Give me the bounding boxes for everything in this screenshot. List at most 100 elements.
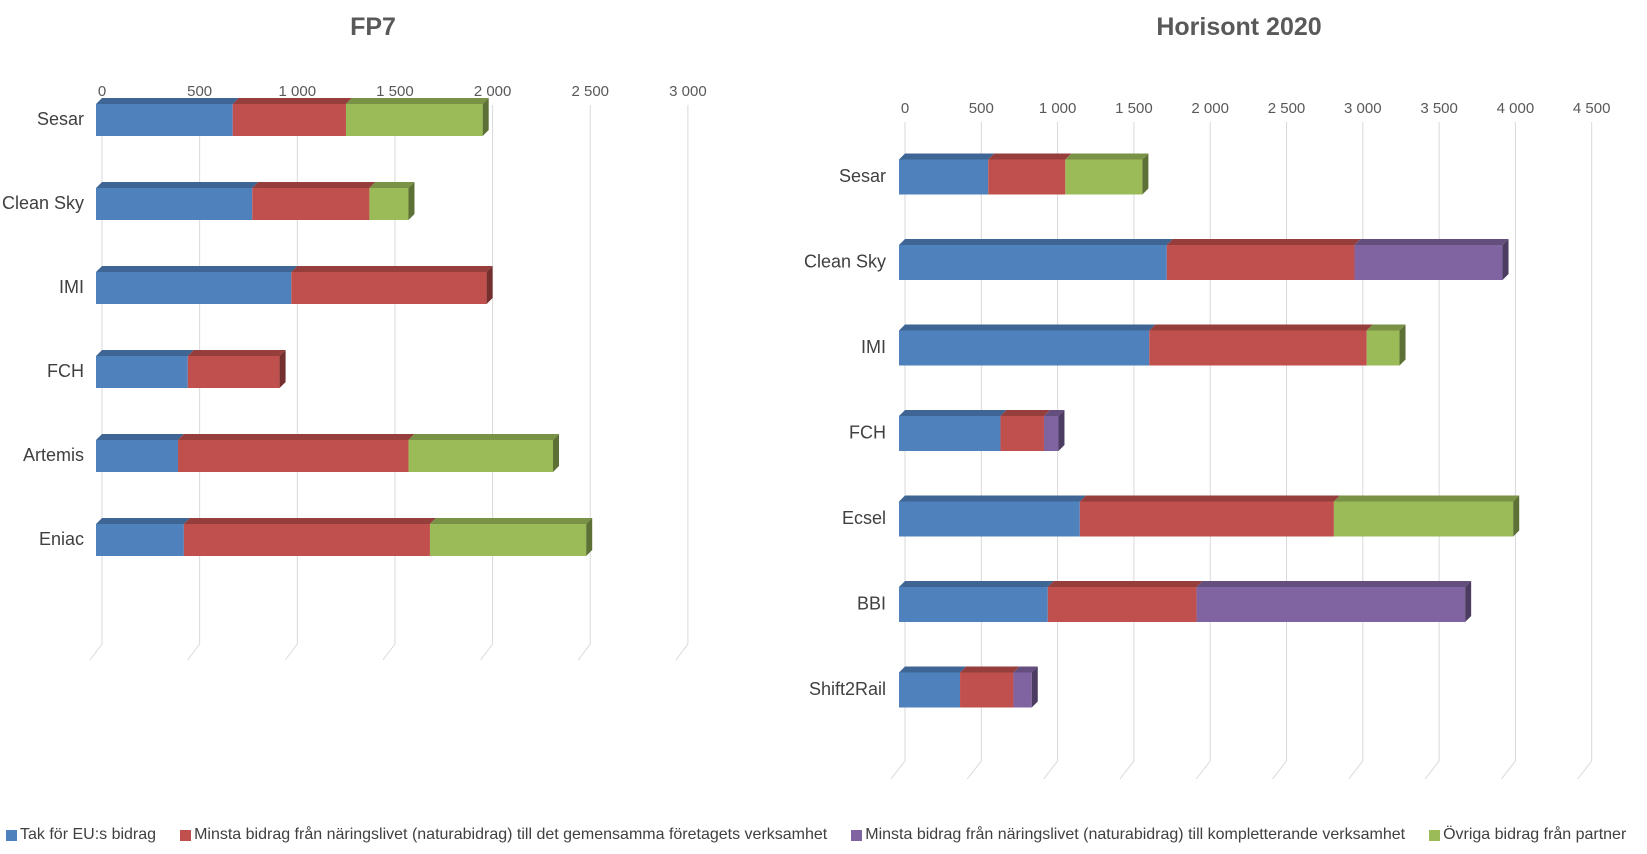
category-label: IMI	[861, 337, 886, 357]
bar-segment	[1013, 672, 1032, 708]
bar-segment-side	[482, 98, 489, 136]
bar-segment	[96, 104, 233, 136]
bar-segment-top	[178, 434, 415, 440]
bar-segment	[96, 440, 179, 472]
bar-segment-top	[1079, 495, 1340, 502]
bar-segment-side	[1502, 239, 1509, 280]
bar-segment	[899, 587, 1048, 622]
bar-segment	[899, 501, 1080, 537]
gridline-floor	[1424, 760, 1440, 780]
bar-segment	[899, 159, 989, 195]
bar-segment-top	[899, 410, 1007, 416]
bar-segment	[232, 104, 346, 136]
category-label: BBI	[857, 594, 886, 614]
bar-segment	[1000, 416, 1044, 451]
horisont-2020-chart: Horisont 2020 0 500 1 000 1 500 2 000 2 500 3 0…	[804, 13, 1611, 780]
category-label: Artemis	[23, 445, 84, 465]
gridline-floor	[1272, 760, 1287, 780]
x-tick-label: 2 500	[1268, 100, 1306, 117]
bar-segment-top	[408, 434, 560, 440]
legend-label: Minsta bidrag från näringslivet (naturab…	[865, 826, 1406, 843]
bar-segment	[96, 356, 188, 388]
bar-segment-top	[232, 98, 352, 104]
category-label: Shift2Rail	[809, 679, 886, 699]
gridline-floor	[577, 643, 591, 661]
bar-segment	[899, 245, 1167, 280]
category-label: IMI	[59, 277, 84, 297]
bar-segment	[1065, 159, 1143, 195]
x-tick-label: 500	[187, 83, 212, 100]
bar-segment	[899, 330, 1150, 366]
category-label: FCH	[849, 423, 886, 443]
legend-item: Tak för EU:s bidrag	[6, 826, 156, 844]
bar-segment-top	[1043, 410, 1065, 416]
bar-segment	[1196, 587, 1466, 622]
gridline-floor	[966, 760, 982, 780]
bar-segment-top	[291, 266, 493, 272]
x-tick-label: 2 000	[474, 83, 512, 100]
x-tick-label: 0	[98, 83, 106, 100]
bar-segment-side	[553, 434, 560, 472]
chart-title: FP7	[350, 13, 396, 41]
legend-label: Övriga bidrag från partner	[1443, 826, 1627, 843]
bar-segment	[1366, 330, 1400, 366]
bar-segment-top	[1333, 495, 1520, 502]
x-tick-label: 2 500	[571, 83, 609, 100]
bar-segment-side	[1513, 495, 1520, 537]
gridline-floor	[382, 643, 396, 661]
gridline-floor	[284, 643, 298, 661]
gridline-floor	[1577, 760, 1593, 780]
x-tick-label: 1 500	[1115, 100, 1153, 117]
bar-segment	[291, 272, 487, 304]
bar-segment	[1166, 245, 1355, 280]
gridline-floor	[890, 760, 906, 780]
bar-segment	[1047, 587, 1197, 622]
bar-segment	[1354, 245, 1503, 280]
category-label: Sesar	[37, 109, 84, 129]
bar-segment	[345, 104, 483, 136]
bar-segment-top	[899, 666, 967, 673]
bar-segment-top	[899, 239, 1173, 245]
bar-segment-side	[586, 518, 593, 556]
bar-segment-top	[369, 182, 415, 188]
legend-item: Övriga bidrag från partner	[1429, 826, 1626, 844]
x-tick-label: 1 000	[279, 83, 317, 100]
bar-segment	[178, 440, 409, 472]
bar-segment-top	[183, 518, 436, 524]
bar-segment	[96, 524, 184, 556]
bar-segment-top	[1000, 410, 1050, 416]
bar-segment-top	[899, 324, 1156, 331]
gridline-floor	[1501, 760, 1516, 780]
bar-segment-top	[96, 98, 239, 104]
chart-title: Horisont 2020	[1156, 13, 1321, 41]
gridline-floor	[1348, 760, 1364, 780]
bar-segment	[1043, 416, 1059, 451]
bar-segment	[899, 672, 961, 708]
bar-segment	[252, 188, 370, 220]
bar-segment-top	[899, 495, 1086, 502]
bar-segment-top	[1065, 153, 1149, 160]
bar-segment-top	[187, 350, 286, 356]
bar-segment	[408, 440, 554, 472]
bar-segment-side	[279, 350, 286, 388]
bar-segment-top	[96, 266, 298, 272]
gridline-floor	[1043, 760, 1058, 780]
x-tick-label: 3 000	[669, 83, 707, 100]
x-tick-label: 4 500	[1573, 100, 1611, 117]
x-tick-label: 1 000	[1039, 100, 1077, 117]
bar-segment	[1333, 501, 1514, 537]
bar-segment-top	[899, 153, 995, 160]
legend: Tak för EU:s bidrag Minsta bidrag från nä…	[6, 822, 1646, 848]
gridline-floor	[89, 643, 103, 661]
legend-label: Minsta bidrag från näringslivet (naturab…	[194, 826, 828, 843]
bar-segment	[988, 159, 1066, 195]
bar-segment-side	[408, 182, 415, 220]
bar-segment-top	[96, 182, 259, 188]
bar-segment-top	[1166, 239, 1361, 245]
legend-swatch	[1429, 829, 1441, 841]
bar-segment	[1079, 501, 1334, 537]
bar-segment-side	[1465, 581, 1472, 622]
bar-segment-top	[1013, 666, 1038, 673]
bar-segment	[899, 416, 1001, 451]
bar-segment-top	[1196, 581, 1472, 587]
